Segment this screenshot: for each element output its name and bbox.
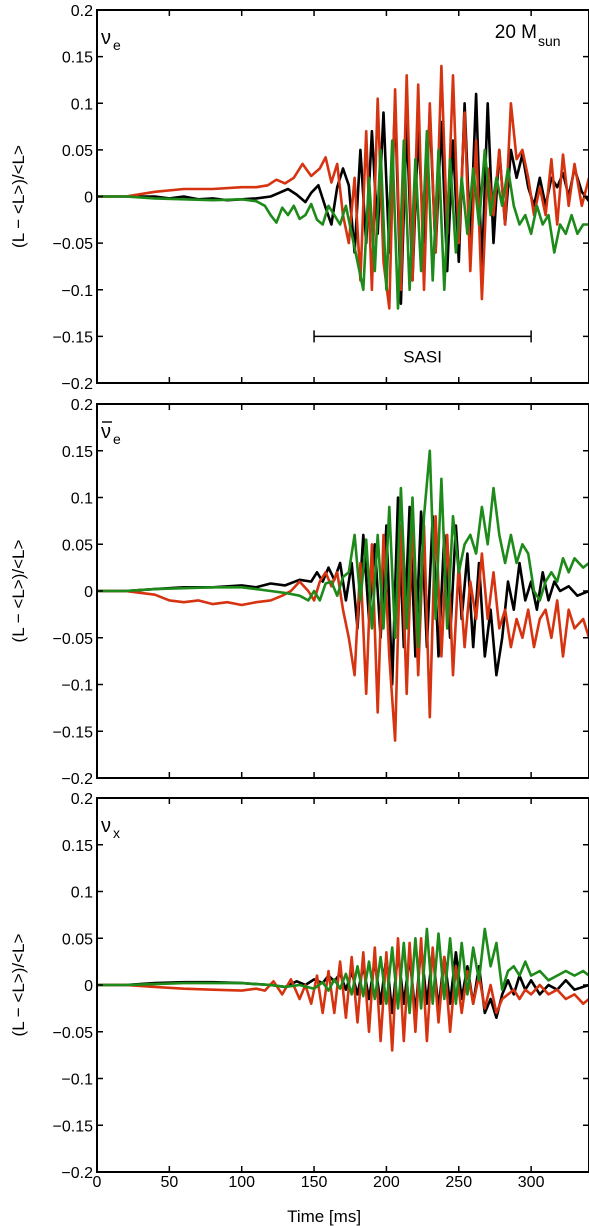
xtick-label: 150 xyxy=(301,1174,328,1191)
ytick-label: 0.1 xyxy=(71,885,93,902)
ytick-label: −0.2 xyxy=(61,771,93,788)
y-axis-label: (L − <L>)/<L> xyxy=(9,540,28,643)
series-line-nu_x-2 xyxy=(97,927,589,1015)
ytick-label: 0.05 xyxy=(62,537,93,554)
ytick-label: −0.15 xyxy=(53,1118,94,1135)
ytick-label: −0.1 xyxy=(61,283,93,300)
ytick-label: −0.1 xyxy=(61,678,93,695)
series-line-nu_x-1 xyxy=(97,937,589,1052)
xtick-label: 200 xyxy=(373,1174,400,1191)
x-axis-label: Time [ms] xyxy=(287,1207,361,1226)
series-line-nubar_e-1 xyxy=(97,514,589,742)
xtick-label: 300 xyxy=(518,1174,545,1191)
ytick-label: −0.15 xyxy=(53,724,94,741)
panel-label-subscript: e xyxy=(113,431,121,447)
sasi-label: SASI xyxy=(403,347,442,366)
y-axis-label: (L − <L>)/<L> xyxy=(9,145,28,248)
xtick-label: 250 xyxy=(445,1174,472,1191)
ytick-label: 0 xyxy=(84,584,93,601)
ytick-label: −0.05 xyxy=(53,631,94,648)
series-line-nu_e-1 xyxy=(97,64,589,310)
ytick-label: 0.2 xyxy=(71,397,93,414)
y-axis-label: (L − <L>)/<L> xyxy=(9,934,28,1037)
xtick-label: 0 xyxy=(93,1174,102,1191)
mass-annotation-subscript: sun xyxy=(538,33,561,49)
ytick-label: 0 xyxy=(84,978,93,995)
ytick-label: −0.2 xyxy=(61,1165,93,1182)
series-line-nubar_e-0 xyxy=(97,496,589,686)
ytick-label: −0.2 xyxy=(61,376,93,393)
panel-label: ν xyxy=(101,27,111,49)
ytick-label: −0.05 xyxy=(53,1025,94,1042)
ytick-label: 0.2 xyxy=(71,791,93,808)
panel-label: ν xyxy=(101,815,111,837)
panel-nubar_e: 0.2 0.15 0.1 0.05 0 −0.05 −0.1 −0.15 −0.2 (L − <L… xyxy=(9,397,589,788)
panel-label-subscript: e xyxy=(113,37,121,53)
series-line-nu_e-2 xyxy=(97,129,589,310)
ytick-label: 0.2 xyxy=(71,3,93,20)
ytick-label: 0.05 xyxy=(62,931,93,948)
axes-frame xyxy=(96,9,589,384)
xtick-label: 50 xyxy=(160,1174,178,1191)
ytick-label: 0 xyxy=(84,190,93,207)
ytick-label: −0.05 xyxy=(53,236,94,253)
ytick-label: 0.05 xyxy=(62,143,93,160)
panel-nu_e: 0.2 0.15 0.1 0.05 0 −0.05 −0.1 −0.15 −0.2 (L − <L… xyxy=(9,3,589,393)
ytick-label: 0.15 xyxy=(62,838,93,855)
panel-label-subscript: x xyxy=(113,825,120,841)
ytick-label: −0.1 xyxy=(61,1072,93,1089)
mass-annotation: 20 M xyxy=(495,22,537,43)
panel-label: ν xyxy=(101,421,111,443)
ytick-label: 0.1 xyxy=(71,96,93,113)
ytick-label: 0.1 xyxy=(71,491,93,508)
ytick-label: −0.15 xyxy=(53,329,94,346)
panel-nu_x: 0.20.150.10.050−0.05−0.1−0.15−0.20 50 100 1… xyxy=(9,791,589,1226)
xtick-label: 100 xyxy=(228,1174,255,1191)
ytick-label: 0.15 xyxy=(62,50,93,67)
series-line-nubar_e-2 xyxy=(97,449,589,649)
ytick-label: 0.15 xyxy=(62,444,93,461)
